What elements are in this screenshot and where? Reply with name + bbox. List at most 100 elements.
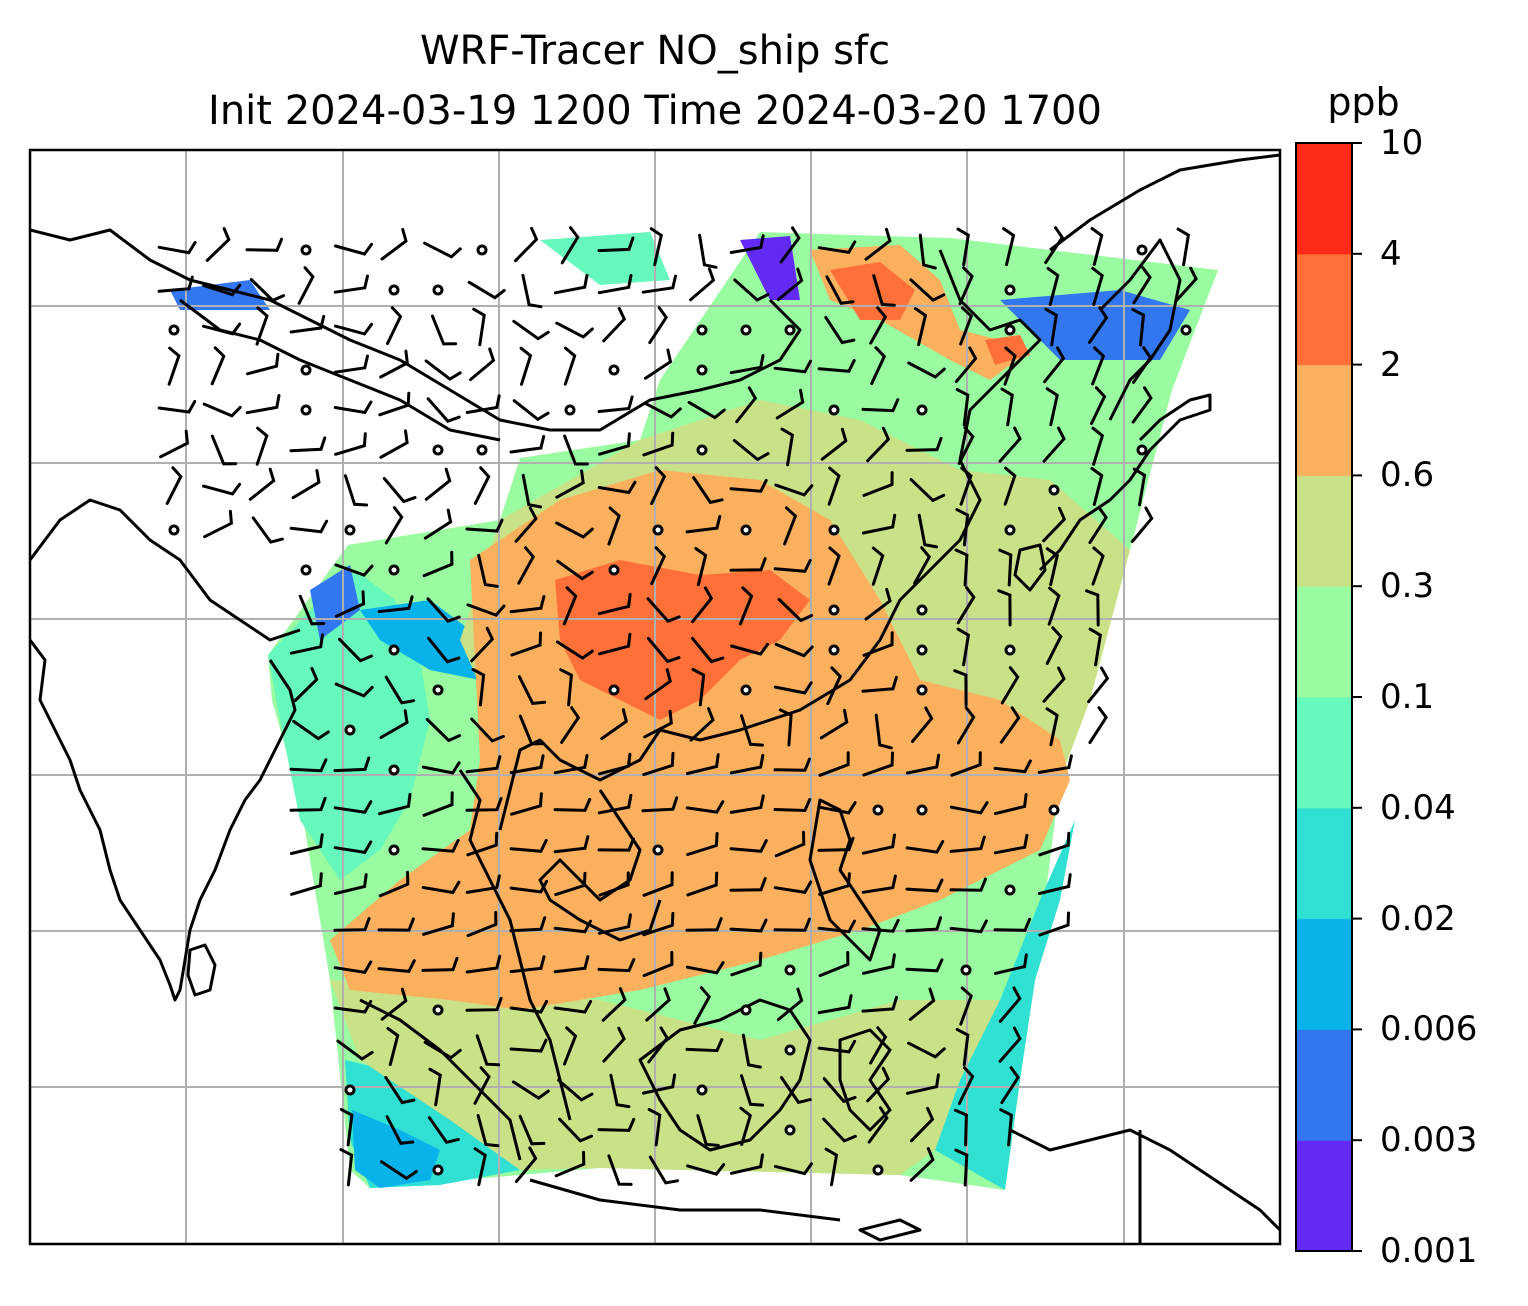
wind-barb (465, 755, 502, 774)
wind-barb (597, 837, 635, 852)
wind-barb (598, 752, 632, 776)
wind-barb (862, 471, 894, 497)
wind-barb (423, 508, 453, 540)
colorbar-tick-label: 10 (1380, 123, 1424, 163)
wind-barb (473, 466, 491, 505)
wind-barb (422, 912, 455, 936)
wind-barb (1042, 426, 1066, 463)
wind-barb (521, 473, 543, 509)
calm-marker (300, 564, 312, 576)
wind-barb (861, 918, 900, 933)
colorbar-segment (1296, 1140, 1352, 1252)
wind-barb (956, 706, 976, 745)
wind-barb (730, 951, 763, 977)
wind-barb (685, 1038, 724, 1053)
field-sw-blue (352, 1110, 440, 1188)
wind-barb (1091, 346, 1106, 386)
wind-barb (602, 306, 627, 343)
wind-barb (646, 597, 681, 623)
wind-barb (689, 707, 715, 742)
wind-barb (510, 792, 543, 816)
calm-marker (344, 524, 356, 536)
wind-barb (773, 359, 812, 374)
wind-barb (959, 986, 973, 1026)
wind-barb (466, 910, 498, 938)
wind-barb (386, 306, 403, 345)
wind-barb (607, 1154, 633, 1186)
calm-marker (476, 244, 488, 256)
wind-barb (470, 626, 495, 663)
map-title: WRF-Tracer NO_ship sfc (419, 28, 891, 74)
wind-barb (379, 349, 409, 379)
wind-barb (687, 400, 726, 420)
wind-barb (739, 1106, 753, 1146)
wind-barb (872, 274, 896, 307)
wind-barb (255, 306, 269, 346)
wind-barb (729, 877, 767, 892)
calm-marker (1004, 644, 1016, 656)
wind-barb (698, 233, 718, 269)
wind-barb (519, 346, 533, 386)
calm-marker (652, 844, 664, 856)
wind-barb (563, 1026, 578, 1066)
sulawesi-coast (838, 1028, 892, 1132)
vietnam-coast (538, 789, 662, 942)
wind-barb (817, 994, 853, 1015)
wind-barb (598, 432, 631, 456)
calm-marker (168, 324, 180, 336)
wind-barb (598, 871, 630, 897)
colorbar-tick-label: 0.04 (1380, 787, 1456, 828)
wind-barb (1047, 586, 1061, 626)
wind-barb (607, 506, 621, 546)
wind-barb (861, 953, 896, 975)
wind-barb (469, 347, 496, 382)
wind-barb (336, 1039, 374, 1061)
wind-barb (827, 466, 841, 506)
wind-barb (246, 352, 280, 376)
wind-barb (730, 642, 770, 656)
wind-barb (555, 521, 594, 539)
wind-barb (473, 1147, 487, 1187)
calm-marker (1004, 324, 1016, 336)
wind-barb (553, 955, 590, 974)
china-west-border (30, 228, 802, 432)
wind-barb (422, 791, 454, 817)
wind-barb (297, 266, 315, 305)
wind-barb (334, 682, 374, 698)
wind-barb (1132, 467, 1147, 507)
wind-barb (957, 426, 975, 465)
wind-barb (159, 429, 189, 459)
wind-barb (553, 754, 589, 775)
wind-barb (822, 1077, 857, 1104)
wind-barb (953, 669, 968, 707)
wind-barb (648, 306, 669, 345)
field-northeast-blue (1000, 290, 1190, 360)
wind-barb (378, 792, 412, 816)
wind-barb (554, 1150, 586, 1178)
wind-barb (650, 466, 667, 506)
wind-barb (472, 307, 486, 347)
calm-marker (300, 404, 312, 416)
wind-barb (597, 480, 637, 495)
wind-barb (509, 999, 549, 1014)
wind-barb (729, 1153, 764, 1175)
tracer-field (170, 232, 1218, 1190)
colorbar-ticks (1352, 142, 1362, 1252)
wind-barb (864, 227, 892, 261)
wind-barb (819, 708, 849, 740)
wind-barb (553, 835, 590, 854)
korea-coast (1098, 238, 1182, 421)
wind-barb (476, 1114, 500, 1148)
wind-barb (1091, 426, 1105, 466)
wind-barb (428, 1067, 442, 1107)
colorbar-segment (1296, 918, 1352, 1030)
colorbar-tick-label: 0.6 (1380, 455, 1435, 496)
wind-barb (597, 793, 633, 815)
field-east-fringe (935, 820, 1075, 1190)
wind-barb (1002, 227, 1016, 267)
wind-barb (210, 434, 238, 466)
wind-barb (871, 546, 885, 586)
wind-barb (509, 955, 546, 974)
wind-barb (1046, 266, 1060, 306)
calm-marker (432, 1164, 444, 1176)
